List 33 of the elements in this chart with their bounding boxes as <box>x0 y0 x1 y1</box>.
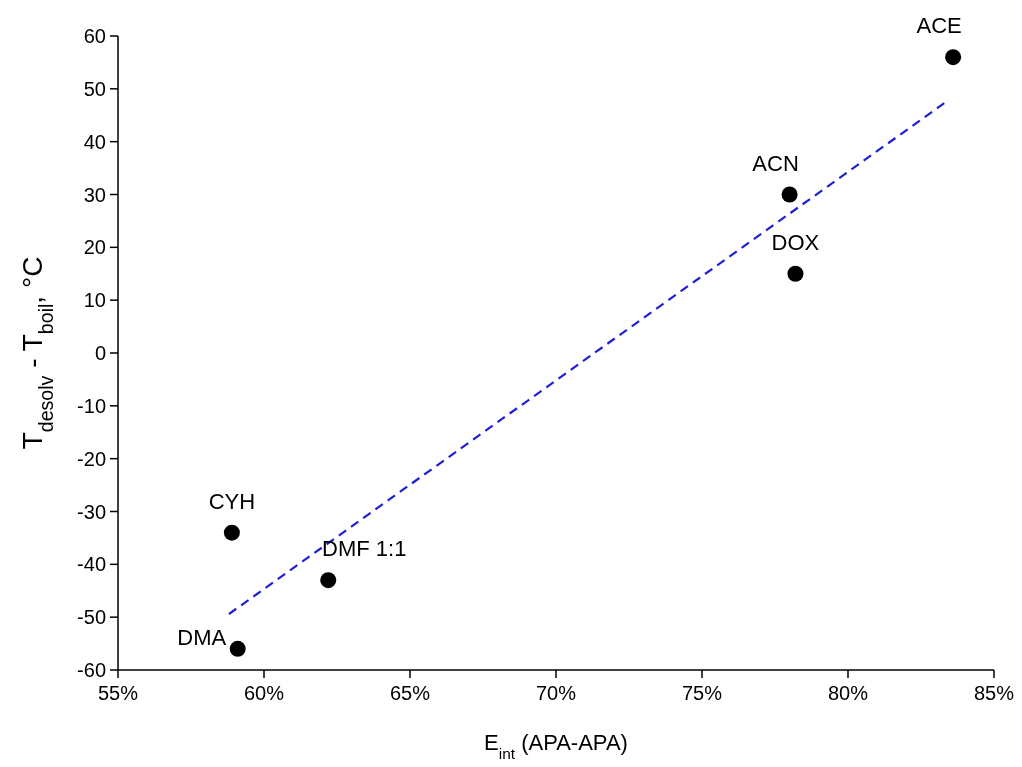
x-tick-label: 65% <box>389 682 431 704</box>
annotation: ACN <box>752 150 799 176</box>
y-tick-label: -20 <box>77 447 106 470</box>
y-tick-label: -40 <box>77 553 106 576</box>
point <box>223 524 240 541</box>
x-tick-label: 75% <box>681 682 723 704</box>
annotation: DMF 1:1 <box>322 536 407 562</box>
y-tick-label: 50 <box>83 77 106 100</box>
y-tick-label: -30 <box>77 500 106 523</box>
x-tick-label: 55% <box>97 682 139 704</box>
point <box>945 49 962 66</box>
y-tick-label: -10 <box>77 394 106 417</box>
x-tick-label: 70% <box>535 682 577 704</box>
annotation: DOX <box>771 229 820 255</box>
y-tick-label: 60 <box>83 25 106 47</box>
y-tick-label: 0 <box>94 342 106 364</box>
annotation: ACE <box>916 13 962 39</box>
x-tick-label: 85% <box>973 682 1015 704</box>
y-tick-label: -60 <box>77 659 106 681</box>
point <box>781 186 798 203</box>
y-tick-label: 30 <box>83 183 106 206</box>
annotation: DMA <box>177 624 227 650</box>
annotation: CYH <box>208 488 256 514</box>
y-tick-label: 40 <box>83 130 106 153</box>
point <box>787 265 804 282</box>
x-axis-title: E$_{int}$ (APA-APA) <box>484 730 628 762</box>
x-tick-label: 60% <box>243 682 285 704</box>
x-tick-label: 80% <box>827 682 869 704</box>
y-tick-label: -50 <box>77 606 106 629</box>
point <box>229 640 246 657</box>
y-tick-label: 20 <box>83 236 106 259</box>
y-tick-label: 10 <box>83 289 106 312</box>
point <box>320 572 337 589</box>
